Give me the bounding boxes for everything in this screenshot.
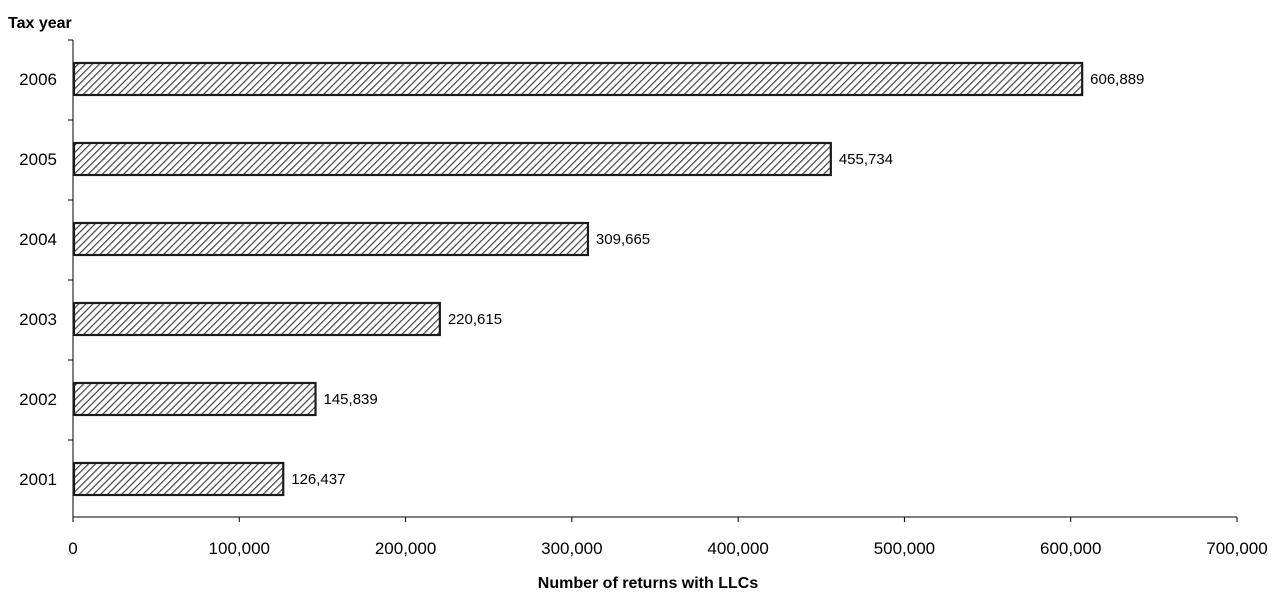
bar — [72, 461, 285, 497]
bar — [72, 141, 832, 177]
bar-value-label: 220,615 — [448, 311, 502, 328]
x-axis-title: Number of returns with LLCs — [538, 575, 759, 592]
y-axis-title: Tax year — [8, 15, 72, 32]
y-tick-label: 2005 — [19, 150, 57, 169]
y-tick-label: 2006 — [19, 70, 57, 89]
bar-value-label: 145,839 — [324, 391, 378, 408]
y-tick-label: 2003 — [19, 310, 57, 329]
x-tick-label: 0 — [68, 539, 77, 558]
x-tick-label: 400,000 — [707, 539, 768, 558]
x-tick-label: 700,000 — [1206, 539, 1267, 558]
bar — [72, 381, 317, 417]
x-tick-label: 500,000 — [874, 539, 935, 558]
y-tick-label: 2004 — [19, 230, 57, 249]
bar — [72, 221, 590, 257]
x-tick-label: 100,000 — [209, 539, 270, 558]
bar-value-label: 126,437 — [291, 471, 345, 488]
bar-value-label: 606,889 — [1090, 71, 1144, 88]
bar — [72, 301, 441, 337]
x-tick-group: 0 100,000 200,000 300,000 400,000 500,000 600,… — [68, 517, 1268, 558]
bar-group: 2006 606,889 2005 455,734 2004 309,665 2003 220… — [19, 39, 1144, 497]
bar-value-label: 455,734 — [839, 151, 893, 168]
bar-value-label: 309,665 — [596, 231, 650, 248]
y-tick-label: 2001 — [19, 470, 57, 489]
x-tick-label: 200,000 — [375, 539, 436, 558]
y-tick-label: 2002 — [19, 390, 57, 409]
x-tick-label: 300,000 — [541, 539, 602, 558]
bar — [72, 61, 1084, 97]
x-tick-label: 600,000 — [1040, 539, 1101, 558]
